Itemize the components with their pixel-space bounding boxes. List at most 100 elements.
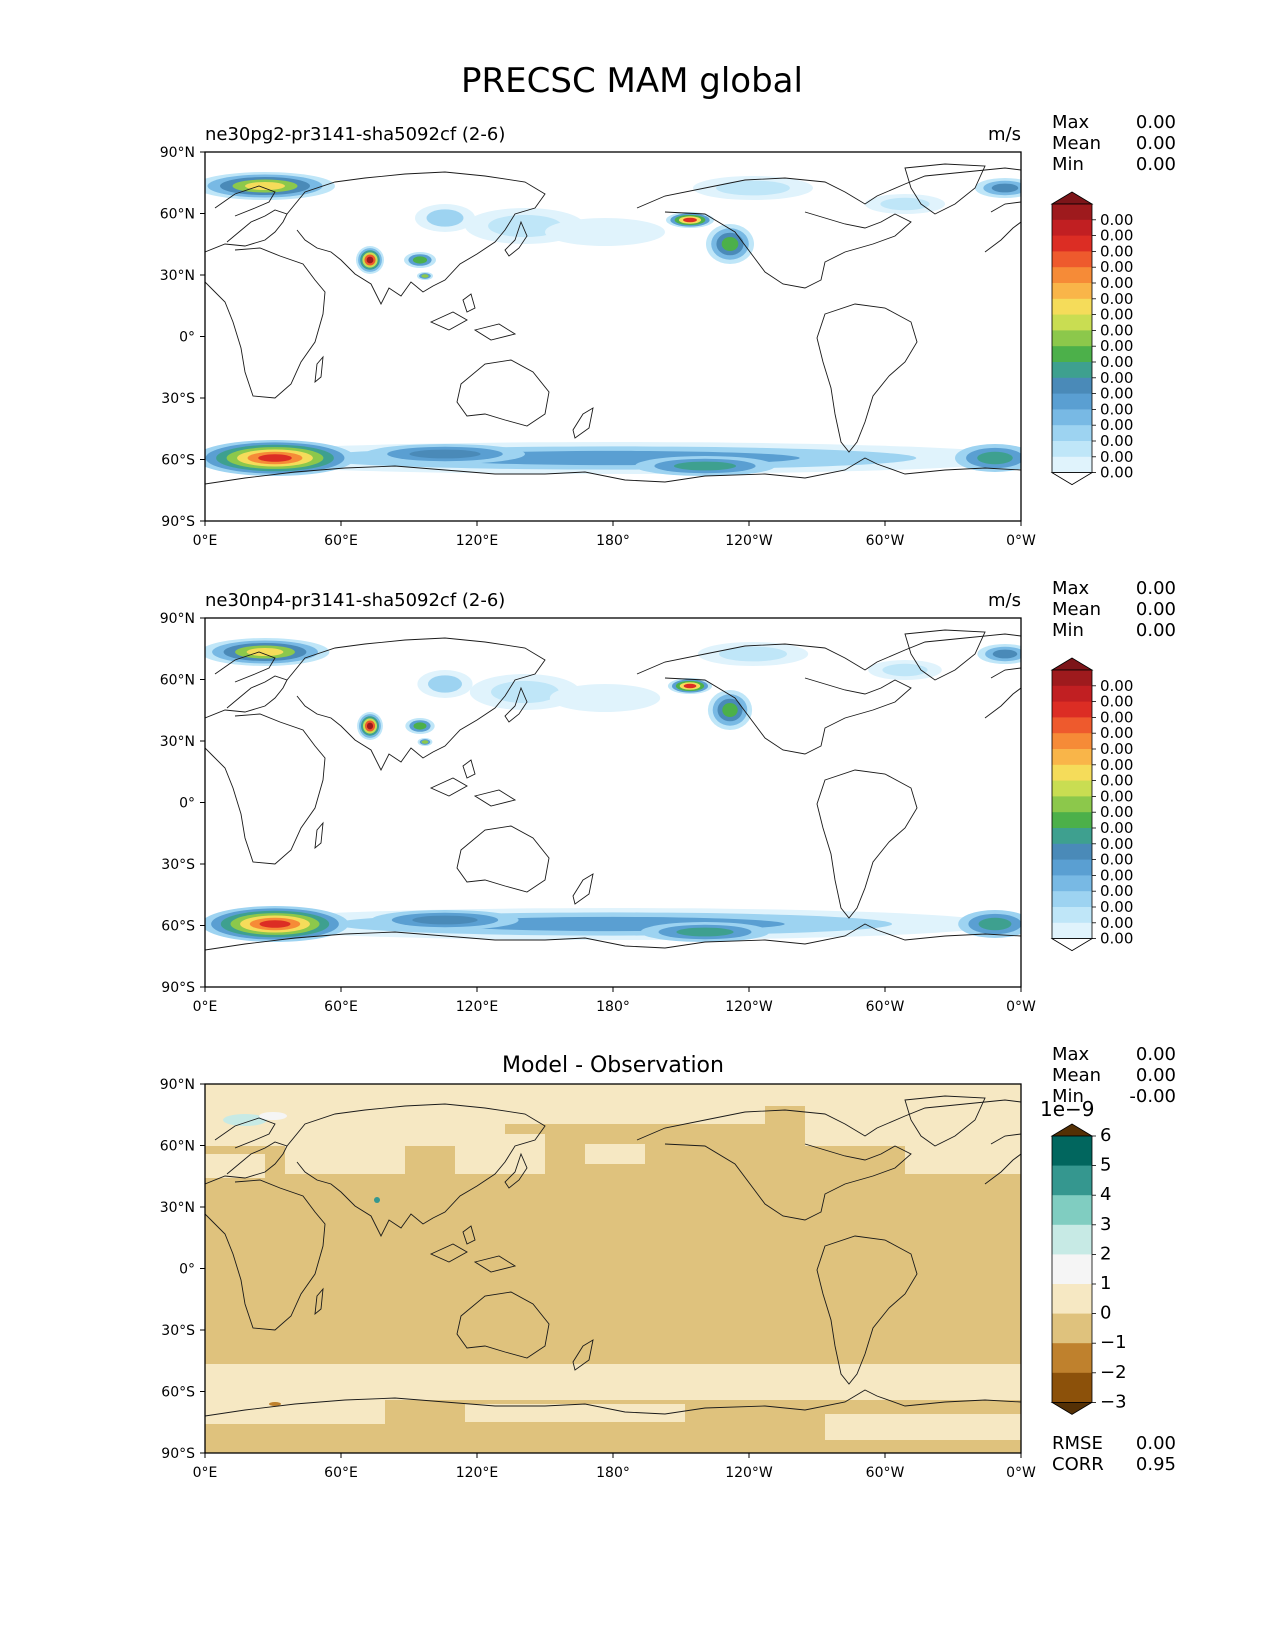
lon-tick-label: 60°W [866,1465,905,1481]
colorbar-label: 0.00 [1100,400,1133,418]
stat-label: Mean [1052,599,1101,620]
colorbar-label: −1 [1100,1332,1127,1353]
colorbar-label: 0.00 [1100,306,1133,324]
colorbar-label: 0.00 [1100,930,1133,948]
stat-value: 0.00 [1136,620,1176,641]
precip-contour [421,740,429,744]
lat-tick-label: 30°S [161,857,195,873]
diff-contour [465,1404,685,1422]
colorbar-label: −2 [1100,1362,1127,1383]
lat-tick-label: 90°S [161,1446,195,1462]
lat-tick-label: 90°N [160,1077,195,1093]
lon-tick-label: 60°E [324,999,358,1015]
precip-contour [545,218,665,246]
colorbar-label: 0.00 [1100,866,1133,884]
colorbar-label: 0 [1100,1303,1111,1324]
colorbar-label: 0.00 [1100,835,1133,853]
map-panel-1: 90°N 60°N 30°N 0° 30°S 60°S 90°S 0°E 60°E 120°E 18… [160,112,1176,549]
diff-contour [205,1084,1021,1106]
precip-contour [880,197,930,211]
colorbar-segment [1052,1224,1092,1255]
map-area [204,1083,1022,1454]
lat-tick-label: 30°S [161,1323,195,1339]
colorbar-segment [1052,425,1092,442]
precip-contour [683,683,697,689]
lat-tick-label: 0° [179,796,195,812]
stat-label: Min [1052,620,1084,641]
lat-tick-label: 60°S [161,919,195,935]
precip-contour [412,915,478,925]
colorbar-segment [1052,409,1092,426]
lon-tick-label: 0°E [193,999,218,1015]
precip-contour [409,449,481,459]
stat-value: 0.00 [1136,1065,1176,1086]
colorbar-label: 4 [1100,1184,1111,1205]
stat-value: 0.95 [1136,1454,1176,1475]
lon-tick-label: 0°W [1006,999,1036,1015]
colorbar-segment [1052,1313,1092,1344]
precip-contour [716,180,790,196]
stat-value: 0.00 [1136,1433,1176,1454]
precip-contour [722,703,738,717]
colorbar-segment [1052,701,1092,718]
lat-tick-label: 90°N [160,611,195,627]
colorbar-label: 0.00 [1100,211,1133,229]
colorbar: 6 5 4 3 2 1 0 −1 −2 −3 1e−9 [1040,1097,1127,1415]
colorbar-segment [1052,1195,1092,1226]
colorbar-label: 0.00 [1100,353,1133,371]
colorbar-label: 0.00 [1100,242,1133,260]
stat-value: -0.00 [1129,1086,1176,1107]
colorbar-label: 0.00 [1100,321,1133,339]
diff-contour [805,1106,1021,1146]
colorbar-label: 0.00 [1100,708,1133,726]
colorbar-segment [1052,922,1092,940]
colorbar-label: 6 [1100,1125,1111,1146]
lat-tick-label: 60°S [161,453,195,469]
colorbar-label: 2 [1100,1243,1111,1264]
lat-tick-label: 60°N [160,207,195,223]
stat-label: Max [1052,578,1090,599]
colorbar-segment [1052,1165,1092,1196]
precip-contour [421,274,429,278]
diff-contour [905,1144,1021,1174]
colorbar-segment [1052,859,1092,876]
diff-contour [223,1114,267,1126]
lat-tick-label: 0° [179,1262,195,1278]
precip-contour [977,451,1013,465]
lat-tick-label: 90°S [161,980,195,996]
colorbar-segment [1052,346,1092,363]
precip-contour [991,183,1019,193]
colorbar-label: 0.00 [1100,274,1133,292]
stat-label: Min [1052,154,1084,175]
stat-value: 0.00 [1136,599,1176,620]
colorbar-extend-min [1050,472,1094,486]
colorbar-segment [1052,907,1092,924]
stat-label: Max [1052,1044,1090,1065]
stat-value: 0.00 [1136,112,1176,133]
precip-contour [719,646,787,662]
colorbar-segment [1052,377,1092,395]
map-panel-3: 90°N 60°N 30°N 0° 30°S 60°S 90°S 0°E 60°E 120°E 18… [160,1044,1176,1481]
colorbar-label: 0.00 [1100,416,1133,434]
precip-contour [428,675,462,693]
map-area [204,151,1022,522]
colorbar: 0.000.000.000.000.000.000.000.000.000.00… [1050,191,1133,486]
colorbar-label: 0.00 [1100,724,1133,742]
colorbar-segment [1052,314,1092,331]
lon-tick-label: 0°W [1006,533,1036,549]
diff-contour [825,1414,1021,1440]
lon-tick-label: 180° [596,1465,630,1481]
colorbar-label: 0.00 [1100,432,1133,450]
colorbar-segment [1052,875,1092,892]
stat-label: Max [1052,112,1090,133]
stat-label: Mean [1052,133,1101,154]
lat-tick-label: 60°N [160,1139,195,1155]
precip-contour [259,920,291,928]
colorbar-segment [1052,891,1092,908]
colorbar-label: 3 [1100,1214,1111,1235]
colorbar-label: 0.00 [1100,448,1133,466]
colorbar-segment [1052,330,1092,347]
colorbar-label: 0.00 [1100,803,1133,821]
precip-contour [676,927,734,937]
colorbar-segment [1052,362,1092,379]
